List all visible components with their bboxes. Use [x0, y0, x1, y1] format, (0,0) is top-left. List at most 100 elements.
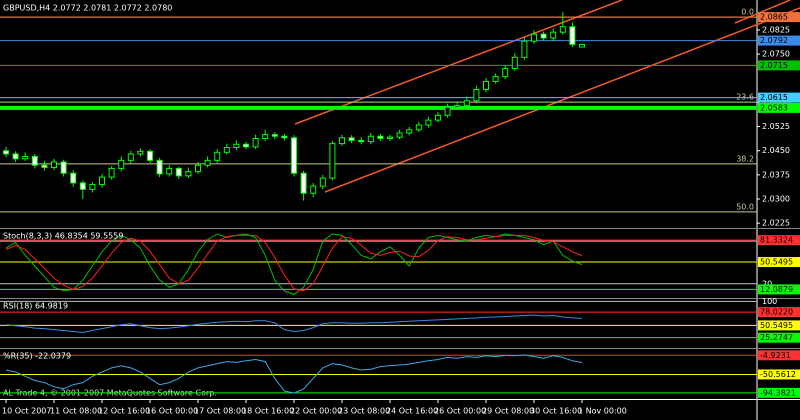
level-label: 2.0865: [760, 13, 788, 22]
candle-body: [108, 167, 115, 178]
candle-body: [492, 76, 499, 82]
level-box: [758, 102, 800, 113]
candle-body: [214, 151, 221, 161]
level-label: 25.2747: [760, 333, 793, 342]
chart-title: GBPUSD,H4 2.0772 2.0781 2.0772 2.0780: [3, 4, 172, 13]
y-tick-label: 2.0825: [762, 25, 790, 34]
level-box: [758, 307, 800, 318]
candle-body: [156, 159, 163, 175]
level-box: [758, 369, 800, 380]
candle-body: [300, 172, 307, 194]
level-box: [758, 12, 800, 23]
x-tick-label: 22 Oct 00:00: [290, 407, 342, 416]
level-label: 2.0615: [760, 93, 788, 102]
candle-body: [329, 143, 336, 179]
indicator-title: RSI(18) 64.9819: [3, 302, 68, 311]
level-label: 2.0583: [760, 103, 788, 112]
candle-body: [569, 26, 576, 45]
y-tick-label: 2.0225: [762, 219, 790, 228]
candle-body: [99, 176, 105, 186]
x-tick-label: 12 Oct 16:00: [98, 407, 150, 416]
level-label: 2.0715: [760, 61, 788, 70]
channel-line: [294, 0, 623, 125]
candle-body: [339, 137, 345, 145]
candle-body: [185, 171, 192, 177]
candle-body: [262, 134, 269, 139]
level-label: 81.3324: [760, 236, 793, 245]
candle-body: [204, 159, 211, 166]
candle-body: [147, 150, 153, 161]
x-tick-label: 29 Oct 08:00: [482, 407, 534, 416]
candle-body: [281, 135, 288, 139]
candle-body: [195, 164, 201, 173]
level-label: 2.0792: [760, 36, 788, 45]
fibo-label: 38.2: [736, 154, 754, 163]
candle-body: [559, 26, 566, 33]
y-tick-label: 2.0750: [762, 50, 790, 59]
level-box: [758, 350, 800, 361]
y-tick-label: 20: [762, 279, 772, 288]
level-box: [758, 92, 800, 103]
indicator-line: [5, 234, 583, 292]
indicator-line: [5, 314, 583, 334]
candle-body: [70, 172, 77, 184]
candle-body: [31, 156, 38, 166]
level-box: [758, 320, 800, 331]
x-tick-label: 23 Oct 08:00: [338, 407, 390, 416]
candle-body: [540, 33, 547, 39]
candle-body: [425, 119, 432, 126]
level-box: [758, 257, 800, 268]
level-label: 50.5495: [760, 321, 793, 330]
candle-body: [271, 134, 278, 137]
indicator-line: [5, 354, 583, 394]
candle-body: [233, 143, 240, 148]
candle-body: [550, 31, 557, 39]
level-label: 50.5495: [760, 258, 793, 267]
candle-body: [3, 150, 9, 155]
indicator-title: Stoch(8,3,3) 46.8354 59.5559: [3, 232, 123, 241]
candle-body: [348, 137, 355, 141]
candle-body: [310, 185, 317, 194]
level-label: -50.5612: [760, 370, 796, 379]
candle-body: [137, 150, 144, 155]
candle-body: [51, 161, 57, 168]
candle-body: [22, 156, 29, 160]
candle-body: [175, 167, 182, 177]
candle-body: [483, 80, 489, 91]
level-box: [758, 35, 800, 46]
x-tick-label: 1 Nov 00:00: [578, 407, 627, 416]
candle-body: [12, 153, 19, 160]
candle-body: [473, 89, 480, 102]
x-tick-label: 10 Oct 2007: [2, 407, 51, 416]
candle-body: [252, 137, 259, 148]
candle-body: [367, 135, 374, 143]
candle-body: [444, 106, 451, 116]
candle-body: [358, 139, 365, 143]
y-tick-label: 2.0450: [762, 146, 790, 155]
y-tick-label: 100: [762, 297, 777, 306]
level-label: 12.0879: [760, 285, 793, 294]
candle-body: [435, 114, 441, 121]
candle-body: [579, 43, 585, 48]
candle-body: [89, 184, 96, 190]
candle-body: [511, 56, 518, 70]
candle-body: [377, 135, 384, 139]
x-tick-label: 16 Oct 00:00: [146, 407, 198, 416]
level-label: 78.0220: [760, 308, 793, 317]
channel-line: [734, 0, 791, 24]
fibo-label: 50.0: [736, 202, 754, 211]
candle-body: [415, 124, 422, 131]
candle-body: [166, 167, 173, 175]
indicator-title: %R(35) -22.0379: [3, 352, 71, 361]
x-tick-label: 30 Oct 16:00: [530, 407, 582, 416]
candle-body: [79, 182, 86, 190]
y-tick-label: 2.0375: [762, 170, 790, 179]
x-tick-label: 24 Oct 16:00: [386, 407, 438, 416]
level-box: [758, 284, 800, 295]
y-tick-label: 2.0300: [762, 195, 790, 204]
level-label: -94.3821: [760, 388, 796, 397]
candle-body: [406, 129, 413, 134]
candle-body: [60, 161, 67, 174]
